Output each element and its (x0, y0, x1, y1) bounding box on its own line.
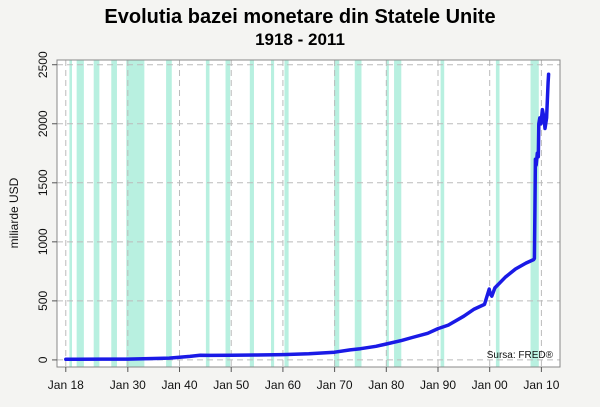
recession-band (93, 60, 100, 367)
y-tick-label: 2000 (36, 110, 50, 137)
y-tick-label: 2500 (36, 51, 50, 78)
recession-band (440, 60, 445, 367)
x-tick-label: Jan 90 (420, 378, 456, 392)
y-axis: 0 500 1000 1500 2000 2500 (36, 51, 57, 363)
x-tick-label: Jan 30 (110, 378, 146, 392)
source-note: Sursa: FRED® (487, 350, 554, 361)
recession-band (225, 60, 231, 367)
recession-band (271, 60, 275, 367)
chart-subtitle: 1918 - 2011 (255, 30, 345, 49)
chart-title: Evolutia bazei monetare din Statele Unit… (104, 6, 496, 28)
recession-band (205, 60, 210, 367)
x-tick-label: Jan 10 (523, 378, 559, 392)
recession-band (334, 60, 340, 367)
x-tick-label: Jan 18 (48, 378, 84, 392)
recession-band (69, 60, 72, 367)
x-tick-label: Jan 40 (162, 378, 198, 392)
series-line (64, 72, 551, 362)
y-tick-label: 500 (36, 291, 50, 311)
plot-frame (56, 59, 561, 368)
recession-band (76, 60, 84, 367)
series-group (64, 72, 551, 362)
recession-band (284, 60, 289, 367)
recession-band (126, 60, 145, 367)
y-axis-label: miliarde USD (7, 177, 21, 248)
recession-band (386, 60, 389, 367)
recession-band (249, 60, 254, 367)
x-tick-label: Jan 80 (368, 378, 404, 392)
y-tick-label: 1000 (36, 228, 50, 255)
x-tick-label: Jan 60 (265, 378, 301, 392)
recession-band (111, 60, 117, 367)
x-tick-label: Jan 00 (472, 378, 508, 392)
recession-band (394, 60, 402, 367)
recession-band (166, 60, 172, 367)
recession-band (354, 60, 362, 367)
y-tick-label: 0 (36, 356, 50, 363)
recession-band (495, 60, 500, 367)
x-tick-label: Jan 70 (317, 378, 353, 392)
y-tick-label: 1500 (36, 169, 50, 196)
x-tick-label: Jan 50 (213, 378, 249, 392)
x-axis: Jan 18 Jan 30 Jan 40 Jan 50 Jan 60 Jan 70 Jan … (48, 367, 560, 392)
